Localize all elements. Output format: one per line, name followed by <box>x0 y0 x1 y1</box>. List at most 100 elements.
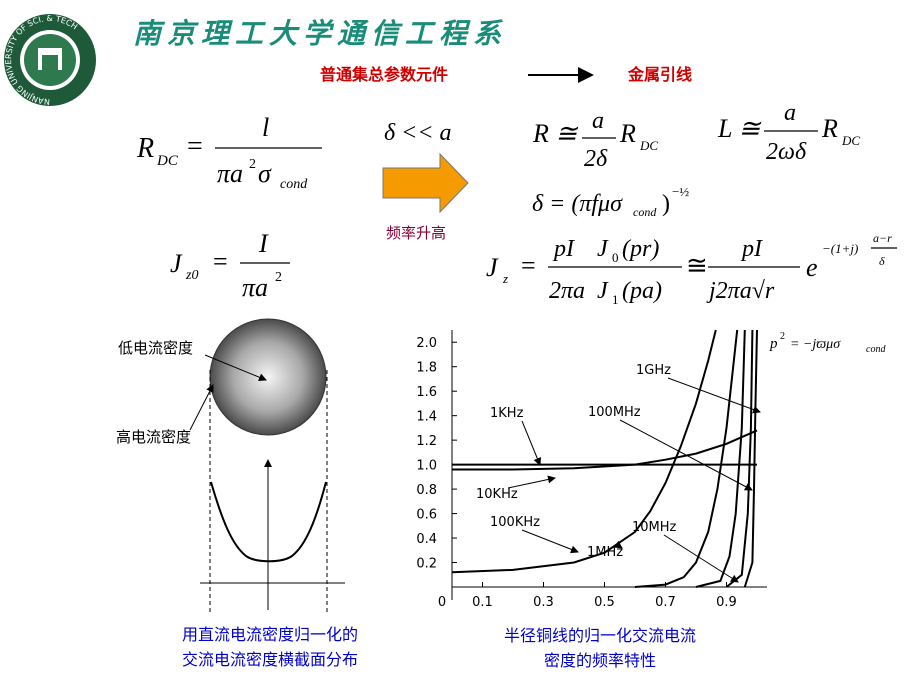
x-tick-label: 0.5 <box>594 595 615 610</box>
x-tick-label: 0.9 <box>716 595 737 610</box>
f-part: −(1+j) <box>822 241 858 256</box>
f-part: cond <box>280 177 308 192</box>
formula-cond: δ << a <box>384 120 452 146</box>
f-part: z0 <box>185 268 198 283</box>
f-part: J <box>597 278 609 304</box>
f-part: R <box>821 114 838 143</box>
series-label: 1KHz <box>490 406 524 421</box>
wire-disk <box>209 318 327 436</box>
right-term: 金属引线 <box>627 65 692 84</box>
pointer <box>204 354 267 382</box>
f-part: I <box>258 229 269 258</box>
label-pointer <box>619 419 753 491</box>
annotation: = −jϖμσ <box>790 337 841 352</box>
f-part: 0 <box>612 250 619 265</box>
f-part: J <box>597 236 609 262</box>
caption: 用直流电流密度归一化的 <box>182 625 358 644</box>
label-pointer <box>667 377 761 414</box>
f-part: a−r <box>873 231 892 245</box>
series-line <box>634 329 739 588</box>
label-pointer <box>507 475 556 489</box>
pointer <box>189 384 214 431</box>
f-part: a <box>784 100 796 126</box>
f-part: δ <box>879 254 885 268</box>
f-part: = <box>187 131 203 162</box>
chart: p 2 = −jϖμσ cond 半径铜线的归一化交流电流 密度的频率特性 0.… <box>416 329 886 670</box>
formula-r: R ≅ a 2δ R DC <box>532 108 658 172</box>
low-label: 低电流密度 <box>118 339 193 357</box>
f-part: 2δ <box>584 146 608 172</box>
series-line <box>452 429 758 471</box>
y-tick-label: 0.6 <box>416 508 437 523</box>
y-tick-label: 2.0 <box>416 336 437 351</box>
f-part: l <box>262 113 269 142</box>
x-tick-label: 0.3 <box>533 595 554 610</box>
f-part: ) <box>662 191 670 217</box>
f-part: (pr) <box>622 236 659 262</box>
annotation: 2 <box>780 331 785 342</box>
f-part: δ = (πfμσ <box>532 191 623 217</box>
f-part: J <box>170 249 183 278</box>
title: 南京理工大学通信工程系 <box>133 17 507 50</box>
annotation: cond <box>866 344 886 355</box>
f-part: R <box>136 133 154 164</box>
f-part: σ <box>258 159 272 188</box>
block-arrow <box>382 152 469 214</box>
f-part: πa <box>242 273 268 302</box>
series-label: 100MHz <box>588 405 641 420</box>
high-label: 高电流密度 <box>116 428 191 446</box>
y-tick-label: 1.6 <box>416 385 437 400</box>
f-part: 2ωδ <box>766 139 807 165</box>
series-label: 1GHz <box>636 363 671 378</box>
f-part: pI <box>740 236 763 262</box>
f-part: 1 <box>612 292 619 307</box>
label-pointer <box>521 420 542 466</box>
formula-l: L ≅ a 2ωδ R DC <box>717 100 860 165</box>
label-pointer <box>663 534 739 583</box>
f-part: DC <box>156 153 179 169</box>
f-part: DC <box>841 133 860 148</box>
f-part: j2πa√r <box>706 278 775 304</box>
x-tick-label: 0.7 <box>655 595 676 610</box>
cross-section: 低电流密度 高电流密度 用直流电流密度归一化的 交流电流密度横截面分布 <box>116 318 358 669</box>
f-part: = <box>521 251 536 280</box>
f-part: cond <box>633 205 657 219</box>
x-tick-label: 0.1 <box>472 595 493 610</box>
caption: 交流电流密度横截面分布 <box>182 650 358 669</box>
f-part: L ≅ <box>717 114 761 143</box>
series-label: 10MHz <box>632 520 677 535</box>
f-part: (pa) <box>622 278 662 304</box>
y-tick-label: 0.2 <box>416 557 437 572</box>
f-part: z <box>502 271 508 286</box>
f-part: −½ <box>672 184 689 199</box>
caption: 密度的频率特性 <box>544 651 656 670</box>
f-part: J <box>486 253 499 282</box>
logo: NANJING UNIVERSITY OF SCI. & TECH <box>4 14 96 106</box>
caption: 半径铜线的归一化交流电流 <box>504 626 696 645</box>
series-line <box>451 329 717 574</box>
f-part: a <box>592 108 604 134</box>
left-term: 普通集总参数元件 <box>320 65 448 84</box>
formula-jz: J z = pI 2πa J 0 (pr) J 1 (pa) ≅ pI j2πa… <box>486 231 897 307</box>
arrow-label: 频率升高 <box>386 224 446 242</box>
f-part: pI <box>552 236 575 262</box>
formula-delta: δ = (πfμσ cond ) −½ <box>532 184 689 219</box>
f-part: ≅ <box>686 251 708 280</box>
series-line <box>725 329 754 588</box>
series-line <box>743 329 758 588</box>
series-label: 1MHz <box>587 545 623 560</box>
f-part: πa <box>217 159 243 188</box>
formula-rdc: R DC = l πa 2 σ cond <box>136 113 322 192</box>
f-part: 2πa <box>549 278 585 304</box>
f-part: 2 <box>249 157 256 172</box>
y-tick-label: 0.8 <box>416 483 437 498</box>
series-label: 10KHz <box>476 487 518 502</box>
y-tick-label: 1.2 <box>416 434 437 449</box>
f-part: R <box>619 119 636 148</box>
y-tick-label: 0.4 <box>416 532 437 547</box>
y-tick-label: 1.0 <box>416 459 437 474</box>
y-tick-label: 1.8 <box>416 361 437 376</box>
series-label: 100KHz <box>490 515 540 530</box>
